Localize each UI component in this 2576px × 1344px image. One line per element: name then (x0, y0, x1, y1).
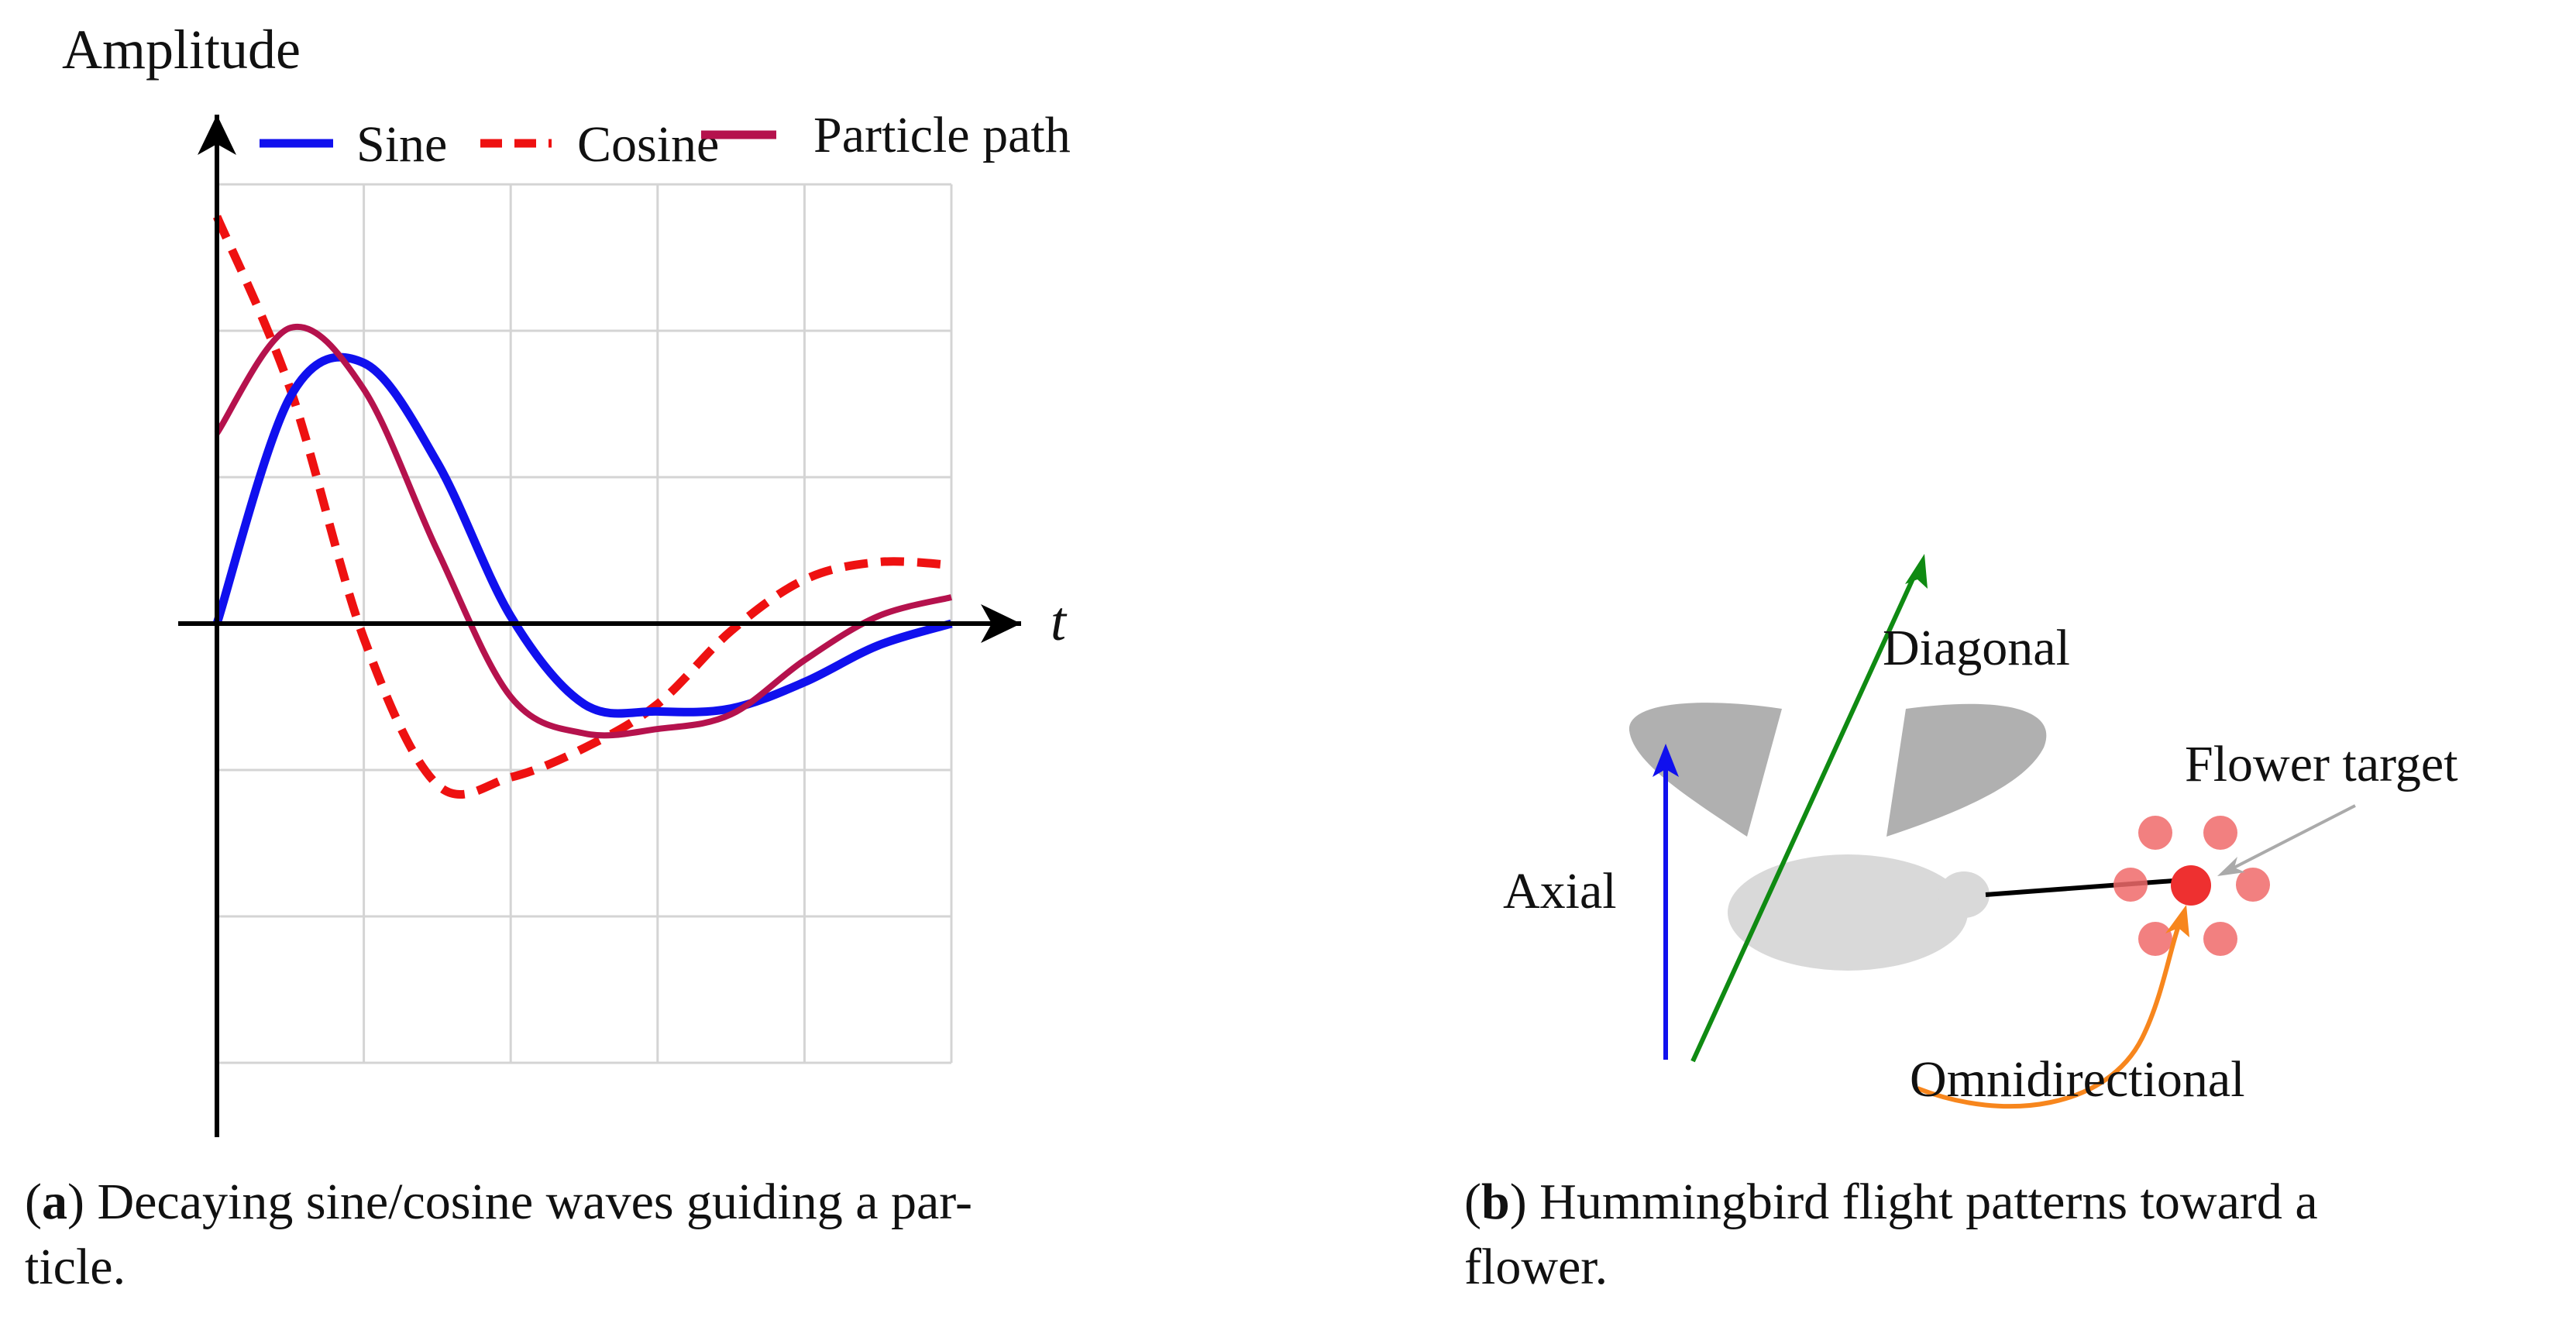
hummingbird-beak (1985, 877, 2195, 897)
caption-b-letter: b (1481, 1174, 1510, 1230)
caption-a-text-1: ) Decaying sine/cosine waves guiding a p… (67, 1174, 972, 1230)
caption-b: (b) Hummingbird flight patterns toward a… (1464, 1170, 2564, 1300)
flower-petal (2113, 868, 2148, 902)
flower-petal (2138, 816, 2172, 850)
label-axial: Axial (1503, 863, 1617, 919)
caption-a-letter: a (41, 1174, 67, 1230)
caption-b-line1: (b) Hummingbird flight patterns toward a (1464, 1174, 2318, 1230)
series-line-cosine (212, 215, 952, 799)
axial-arrowhead (1653, 744, 1679, 777)
omnidirectional-arrow (1916, 925, 2181, 1109)
series-group (212, 215, 953, 799)
legend-label-particle-path: Particle path (813, 107, 1071, 163)
caption-a-line1: (a) Decaying sine/cosine waves guiding a… (25, 1174, 972, 1230)
axes (178, 115, 1021, 1137)
diagonal-arrow (1690, 576, 1916, 1063)
caption-a-line2: ticle. (25, 1238, 126, 1295)
diagonal-arrowhead (1905, 554, 1928, 589)
label-flower-target: Flower target (2185, 736, 2458, 792)
flower (2113, 816, 2270, 956)
flower-target-pointer (2223, 804, 2356, 875)
flower-center (2171, 865, 2211, 906)
hummingbird-head (1938, 871, 1990, 918)
label-diagonal: Diagonal (1883, 620, 2070, 676)
flower-petal (2203, 816, 2237, 850)
omnidirectional-arrowhead (2165, 905, 2189, 937)
panel-b-diagram: Diagonal Axial Flower target Omnidirecti… (1503, 554, 2458, 1109)
caption-a: (a) Decaying sine/cosine waves guiding a… (25, 1170, 1233, 1300)
caption-b-text-1: ) Hummingbird flight patterns toward a (1509, 1174, 2318, 1230)
hummingbird-body (1728, 854, 1968, 971)
label-omnidirectional: Omnidirectional (1910, 1051, 2245, 1108)
legend-label-sine: Sine (356, 116, 447, 173)
right-wing (1886, 703, 2047, 837)
legend: Sine Cosine Particle path (260, 107, 1071, 173)
y-axis-arrow (198, 115, 236, 155)
flower-petal (2203, 922, 2237, 956)
flower-target-arrowhead (2217, 857, 2245, 876)
series-line-particle-path (214, 323, 953, 739)
x-axis-label: t (1051, 590, 1068, 652)
x-axis-arrow (981, 604, 1021, 643)
legend-label-cosine: Cosine (577, 116, 719, 173)
series-line-sine (212, 352, 953, 718)
left-wing (1628, 703, 1782, 837)
flower-petal (2236, 868, 2270, 902)
caption-b-line2: flower. (1464, 1238, 1608, 1295)
y-axis-label: Amplitude (62, 19, 301, 81)
flower-petal (2138, 922, 2172, 956)
panel-a-chart: Amplitude t Sine Cosine Particle path (62, 19, 1071, 1137)
